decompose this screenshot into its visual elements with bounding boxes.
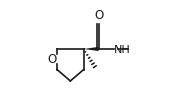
Polygon shape: [84, 47, 99, 51]
Text: NH: NH: [114, 45, 131, 55]
Text: O: O: [94, 9, 103, 22]
Text: O: O: [47, 53, 57, 66]
